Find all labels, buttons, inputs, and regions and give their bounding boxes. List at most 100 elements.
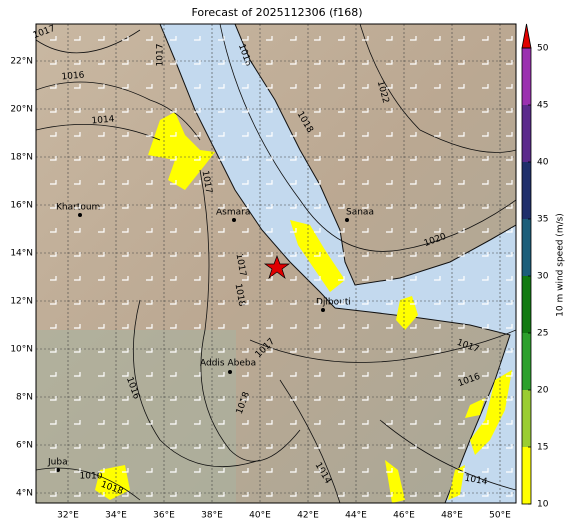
colorbar-tick-label: 45 [537, 101, 548, 111]
wind-barb [362, 300, 369, 305]
wind-barb [290, 348, 297, 353]
wind-barb [194, 492, 201, 497]
wind-barb [194, 156, 201, 161]
wind-barb [50, 444, 57, 449]
wind-barb [410, 348, 417, 353]
wind-barb [314, 300, 321, 305]
wind-barb [194, 60, 201, 65]
wind-barb [362, 468, 369, 473]
lat-label: 22°N [10, 57, 33, 67]
wind-barb [98, 204, 105, 209]
wind-barb [50, 132, 57, 137]
wind-barb [146, 444, 153, 449]
wind-barb [458, 108, 465, 113]
wind-barb [362, 276, 369, 281]
wind-barb [98, 468, 105, 473]
city-dot [228, 370, 232, 374]
wind-barb [458, 492, 465, 497]
wind-barb [170, 180, 177, 185]
wind-barb [290, 84, 297, 89]
wind-barb [362, 324, 369, 329]
wind-barb [74, 300, 81, 305]
wind-barb [314, 60, 321, 65]
wind-barb [98, 36, 105, 41]
wind-barb [170, 132, 177, 137]
wind-barb [170, 204, 177, 209]
wind-barb [434, 420, 441, 425]
wind-barb [434, 300, 441, 305]
wind-barb [290, 228, 297, 233]
wind-barb [194, 132, 201, 137]
wind-barb [506, 60, 513, 65]
wind-barb [170, 252, 177, 257]
city-label: Juba [47, 458, 68, 468]
wind-barb [74, 84, 81, 89]
wind-barb [266, 84, 273, 89]
lon-label: 44°E [345, 511, 367, 521]
wind-barb [122, 180, 129, 185]
wind-barb [314, 180, 321, 185]
wind-barb [410, 324, 417, 329]
wind-barb [410, 444, 417, 449]
wind-barb [482, 276, 489, 281]
wind-barb [266, 492, 273, 497]
wind-barb [386, 252, 393, 257]
lon-label: 46°E [393, 511, 415, 521]
wind-barb [194, 252, 201, 257]
wind-barb [290, 108, 297, 113]
lat-label: 20°N [10, 105, 33, 115]
isobar-label: 1014 [91, 114, 115, 126]
wind-barb [338, 372, 345, 377]
wind-barb [290, 492, 297, 497]
wind-barb [386, 108, 393, 113]
wind-barb [170, 108, 177, 113]
wind-barb [218, 204, 225, 209]
wind-barb [410, 276, 417, 281]
wind-barb [98, 372, 105, 377]
wind-barb [50, 396, 57, 401]
wind-barb [386, 228, 393, 233]
wind-barb [170, 60, 177, 65]
wind-barb [50, 420, 57, 425]
wind-barb [506, 84, 513, 89]
lon-label: 40°E [249, 511, 271, 521]
wind-barb [122, 300, 129, 305]
wind-barb [410, 84, 417, 89]
wind-barb [170, 84, 177, 89]
wind-barb [434, 324, 441, 329]
wind-barb [122, 108, 129, 113]
wind-barb [482, 156, 489, 161]
wind-barb [410, 60, 417, 65]
wind-barb [290, 252, 297, 257]
wind-barb [146, 108, 153, 113]
colorbar-tick-label: 40 [537, 158, 549, 168]
wind-barb [458, 228, 465, 233]
wind-barb [146, 36, 153, 41]
wind-barb [122, 252, 129, 257]
city-dot [232, 218, 236, 222]
wind-barb [242, 492, 249, 497]
wind-barb [98, 228, 105, 233]
wind-barb [218, 492, 225, 497]
wind-barb [506, 420, 513, 425]
city-label: Asmara [216, 208, 250, 218]
wind-barb [146, 276, 153, 281]
wind-barb [122, 84, 129, 89]
wind-barb [482, 252, 489, 257]
wind-barb [290, 396, 297, 401]
wind-barb [242, 180, 249, 185]
wind-barb [434, 492, 441, 497]
wind-barb [170, 156, 177, 161]
wind-barb [290, 276, 297, 281]
wind-barb [122, 396, 129, 401]
wind-barb [434, 348, 441, 353]
wind-barb [74, 204, 81, 209]
wind-barb [266, 276, 273, 281]
wind-barb [338, 252, 345, 257]
wind-barb [146, 204, 153, 209]
wind-barb [338, 492, 345, 497]
wind-barb [146, 420, 153, 425]
wind-barb [290, 300, 297, 305]
wind-barb [170, 324, 177, 329]
wind-barb [458, 300, 465, 305]
